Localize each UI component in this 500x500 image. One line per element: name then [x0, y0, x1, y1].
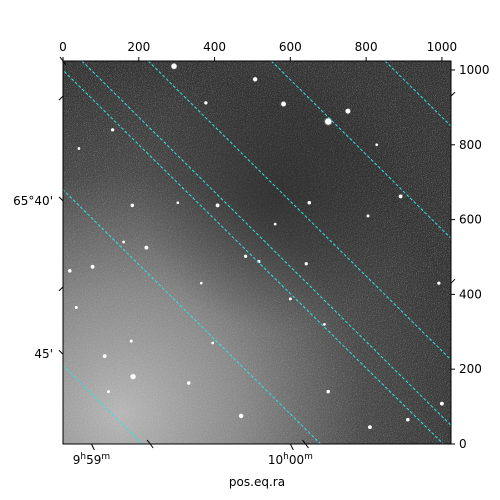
- image-plot-area: [54, 61, 451, 451]
- star: [176, 201, 179, 204]
- star: [187, 381, 190, 384]
- star: [281, 102, 286, 107]
- ra-tick-mark: [290, 444, 293, 450]
- x-tick-label: 200: [127, 40, 150, 54]
- dec-minor-tick-mark: [59, 96, 63, 100]
- star: [375, 143, 378, 146]
- star: [103, 354, 107, 358]
- star: [406, 418, 409, 421]
- star: [308, 201, 311, 204]
- star: [75, 306, 78, 309]
- y-tick-label: 400: [459, 287, 482, 301]
- star: [130, 340, 133, 343]
- star: [200, 282, 203, 285]
- star: [131, 204, 134, 207]
- star: [211, 342, 214, 345]
- right-edge-tick-mark: [451, 92, 455, 96]
- y-tick-label: 0: [459, 437, 467, 451]
- x-tick-label: 800: [355, 40, 378, 54]
- star: [239, 414, 243, 418]
- y-tick-label: 200: [459, 362, 482, 376]
- star: [171, 64, 176, 69]
- star: [204, 101, 207, 104]
- star: [122, 241, 125, 244]
- star: [91, 265, 95, 269]
- star: [131, 374, 136, 379]
- ra-tick-label: 10h00m: [268, 452, 313, 467]
- y-tick-label: 600: [459, 213, 482, 227]
- star: [244, 255, 247, 258]
- star: [78, 147, 81, 150]
- star: [68, 269, 71, 272]
- star: [323, 323, 326, 326]
- star: [327, 390, 330, 393]
- star: [305, 262, 308, 265]
- star: [368, 425, 372, 429]
- ra-tick-mark: [91, 444, 94, 450]
- x-tick-label: 0: [59, 40, 67, 54]
- star: [274, 223, 277, 226]
- x-axis-label: pos.eq.ra: [229, 475, 285, 489]
- star: [145, 246, 149, 250]
- right-edge-tick-mark: [451, 279, 455, 283]
- star: [440, 402, 444, 406]
- y-tick-label: 800: [459, 138, 482, 152]
- dec-tick-mark: [59, 197, 63, 201]
- star: [289, 297, 292, 300]
- dec-tick-label: 45': [34, 347, 53, 361]
- star: [253, 77, 257, 81]
- dec-tick-mark: [59, 350, 63, 354]
- star: [346, 109, 351, 114]
- star: [325, 118, 331, 124]
- x-tick-label: 400: [203, 40, 226, 54]
- star: [107, 390, 110, 393]
- star: [399, 195, 403, 199]
- ra-tick-label: 9h59m: [73, 452, 110, 467]
- star: [367, 214, 370, 217]
- y-tick-label: 1000: [459, 63, 490, 77]
- star: [111, 128, 114, 131]
- x-tick-label: 1000: [427, 40, 458, 54]
- x-tick-label: 600: [279, 40, 302, 54]
- sky-dark-region: [63, 61, 451, 444]
- star: [216, 204, 220, 208]
- dec-tick-label: 65°40': [13, 194, 53, 208]
- star: [437, 282, 440, 285]
- dec-minor-tick-mark: [59, 287, 63, 291]
